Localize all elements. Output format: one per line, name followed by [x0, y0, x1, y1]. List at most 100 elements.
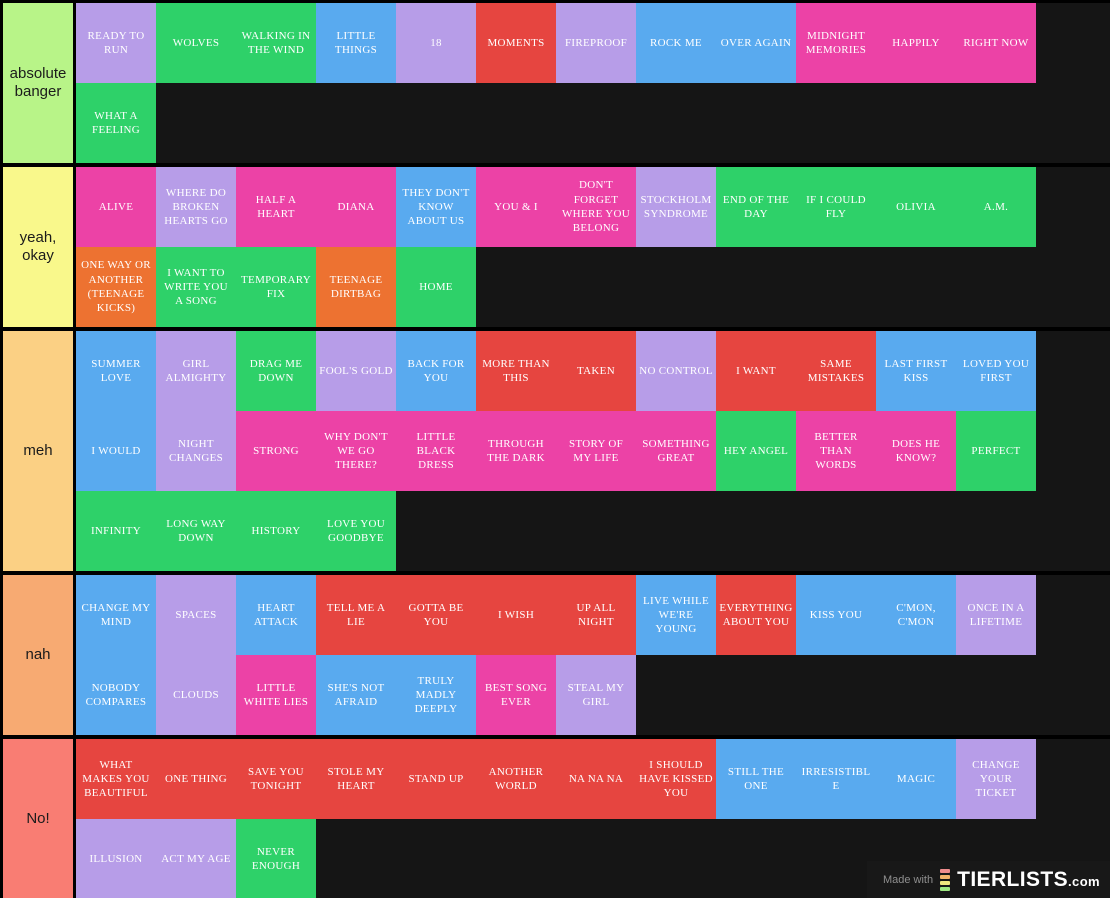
song-tile[interactable]: LITTLE WHITE LIES [236, 655, 316, 735]
song-tile[interactable]: OLIVIA [876, 167, 956, 247]
tier-label-3: nah [3, 575, 76, 735]
song-title: WHAT A FEELING [92, 109, 140, 136]
song-tile[interactable]: WHERE DO BROKEN HEARTS GO [156, 167, 236, 247]
song-tile[interactable]: TEENAGE DIRTBAG [316, 247, 396, 327]
song-tile[interactable]: NA NA NA [556, 739, 636, 819]
song-tile[interactable]: READY TO RUN [76, 3, 156, 83]
song-tile[interactable]: SAME MISTAKES [796, 331, 876, 411]
song-tile[interactable]: CHANGE YOUR TICKET [956, 739, 1036, 819]
song-tile[interactable]: TAKEN [556, 331, 636, 411]
song-tile[interactable]: BEST SONG EVER [476, 655, 556, 735]
song-tile[interactable]: DON'T FORGET WHERE YOU BELONG [556, 167, 636, 247]
song-tile[interactable]: LITTLE THINGS [316, 3, 396, 83]
song-tile[interactable]: EVERYTHING ABOUT YOU [716, 575, 796, 655]
song-tile[interactable]: TRULY MADLY DEEPLY [396, 655, 476, 735]
song-tile[interactable]: MIDNIGHT MEMORIES [796, 3, 876, 83]
song-tile[interactable]: MORE THAN THIS [476, 331, 556, 411]
song-tile[interactable]: LOVE YOU GOODBYE [316, 491, 396, 571]
song-tile[interactable]: LIVE WHILE WE'RE YOUNG [636, 575, 716, 655]
song-tile[interactable]: C'MON, C'MON [876, 575, 956, 655]
song-tile[interactable]: HEY ANGEL [716, 411, 796, 491]
song-tile[interactable]: KISS YOU [796, 575, 876, 655]
song-tile[interactable]: HISTORY [236, 491, 316, 571]
song-tile[interactable]: DRAG ME DOWN [236, 331, 316, 411]
song-tile[interactable]: I WOULD [76, 411, 156, 491]
song-tile[interactable]: ONCE IN A LIFETIME [956, 575, 1036, 655]
song-tile[interactable]: MOMENTS [476, 3, 556, 83]
tierlists-brand-link[interactable]: TIERLISTS.com [957, 868, 1100, 892]
song-tile[interactable]: BETTER THAN WORDS [796, 411, 876, 491]
song-tile[interactable]: CLOUDS [156, 655, 236, 735]
song-tile[interactable]: SHE'S NOT AFRAID [316, 655, 396, 735]
song-tile[interactable]: TEMPORARY FIX [236, 247, 316, 327]
song-tile[interactable]: I WANT TO WRITE YOU A SONG [156, 247, 236, 327]
song-tile[interactable]: HEART ATTACK [236, 575, 316, 655]
song-tile[interactable]: THROUGH THE DARK [476, 411, 556, 491]
song-tile[interactable]: IF I COULD FLY [796, 167, 876, 247]
song-tile[interactable]: ACT MY AGE [156, 819, 236, 898]
song-tile[interactable]: PERFECT [956, 411, 1036, 491]
song-tile[interactable]: END OF THE DAY [716, 167, 796, 247]
song-tile[interactable]: STRONG [236, 411, 316, 491]
song-tile[interactable]: ANOTHER WORLD [476, 739, 556, 819]
song-tile[interactable]: I SHOULD HAVE KISSED YOU [636, 739, 716, 819]
song-tile[interactable]: WHY DON'T WE GO THERE? [316, 411, 396, 491]
tier-tiles[interactable]: CHANGE MY MIND SPACES HEART ATTACK TELL … [76, 575, 1110, 735]
tier-tiles[interactable]: SUMMER LOVE GIRL ALMIGHTY DRAG ME DOWN F… [76, 331, 1110, 571]
song-tile[interactable]: DIANA [316, 167, 396, 247]
song-tile[interactable]: NIGHT CHANGES [156, 411, 236, 491]
song-tile[interactable]: SUMMER LOVE [76, 331, 156, 411]
song-tile[interactable]: ALIVE [76, 167, 156, 247]
song-tile[interactable]: OVER AGAIN [716, 3, 796, 83]
song-tile[interactable]: I WANT [716, 331, 796, 411]
song-tile[interactable]: STORY OF MY LIFE [556, 411, 636, 491]
song-tile[interactable]: STOCKHOLM SYNDROME [636, 167, 716, 247]
song-tile[interactable]: UP ALL NIGHT [556, 575, 636, 655]
song-tile[interactable]: GOTTA BE YOU [396, 575, 476, 655]
song-tile[interactable]: IRRESISTIBLE [796, 739, 876, 819]
song-tile[interactable]: GIRL ALMIGHTY [156, 331, 236, 411]
song-tile[interactable]: ILLUSION [76, 819, 156, 898]
song-tile[interactable]: BACK FOR YOU [396, 331, 476, 411]
song-tile[interactable]: MAGIC [876, 739, 956, 819]
song-tile[interactable]: LONG WAY DOWN [156, 491, 236, 571]
tier-tiles[interactable]: ALIVE WHERE DO BROKEN HEARTS GO HALF A H… [76, 167, 1110, 327]
song-tile[interactable]: WHAT MAKES YOU BEAUTIFUL [76, 739, 156, 819]
song-tile[interactable]: TELL ME A LIE [316, 575, 396, 655]
tier-tiles[interactable]: WHAT MAKES YOU BEAUTIFUL ONE THING SAVE … [76, 739, 1110, 898]
song-tile[interactable]: STILL THE ONE [716, 739, 796, 819]
song-tile[interactable]: FIREPROOF [556, 3, 636, 83]
song-tile[interactable]: I WISH [476, 575, 556, 655]
song-tile[interactable]: LAST FIRST KISS [876, 331, 956, 411]
song-tile[interactable]: HAPPILY [876, 3, 956, 83]
song-tile[interactable]: ROCK ME [636, 3, 716, 83]
song-tile[interactable]: DOES HE KNOW? [876, 411, 956, 491]
song-tile[interactable]: STAND UP [396, 739, 476, 819]
song-tile[interactable]: WOLVES [156, 3, 236, 83]
song-tile[interactable]: HOME [396, 247, 476, 327]
song-tile[interactable]: SPACES [156, 575, 236, 655]
song-tile[interactable]: NO CONTROL [636, 331, 716, 411]
song-tile[interactable]: WHAT A FEELING [76, 83, 156, 163]
song-tile[interactable]: ONE THING [156, 739, 236, 819]
song-tile[interactable]: LOVED YOU FIRST [956, 331, 1036, 411]
song-tile[interactable]: LITTLE BLACK DRESS [396, 411, 476, 491]
song-tile[interactable]: INFINITY [76, 491, 156, 571]
song-tile[interactable]: CHANGE MY MIND [76, 575, 156, 655]
song-tile[interactable]: STOLE MY HEART [316, 739, 396, 819]
song-tile[interactable]: NEVER ENOUGH [236, 819, 316, 898]
song-tile[interactable]: SAVE YOU TONIGHT [236, 739, 316, 819]
song-tile[interactable]: STEAL MY GIRL [556, 655, 636, 735]
song-tile[interactable]: FOOL'S GOLD [316, 331, 396, 411]
song-tile[interactable]: RIGHT NOW [956, 3, 1036, 83]
song-tile[interactable]: YOU & I [476, 167, 556, 247]
song-tile[interactable]: 18 [396, 3, 476, 83]
song-tile[interactable]: WALKING IN THE WIND [236, 3, 316, 83]
song-tile[interactable]: NOBODY COMPARES [76, 655, 156, 735]
tier-tiles[interactable]: READY TO RUN WOLVES WALKING IN THE WIND … [76, 3, 1110, 163]
song-tile[interactable]: A.M. [956, 167, 1036, 247]
song-tile[interactable]: HALF A HEART [236, 167, 316, 247]
song-tile[interactable]: SOMETHING GREAT [636, 411, 716, 491]
song-tile[interactable]: THEY DON'T KNOW ABOUT US [396, 167, 476, 247]
song-tile[interactable]: ONE WAY OR ANOTHER (TEENAGE KICKS) [76, 247, 156, 327]
